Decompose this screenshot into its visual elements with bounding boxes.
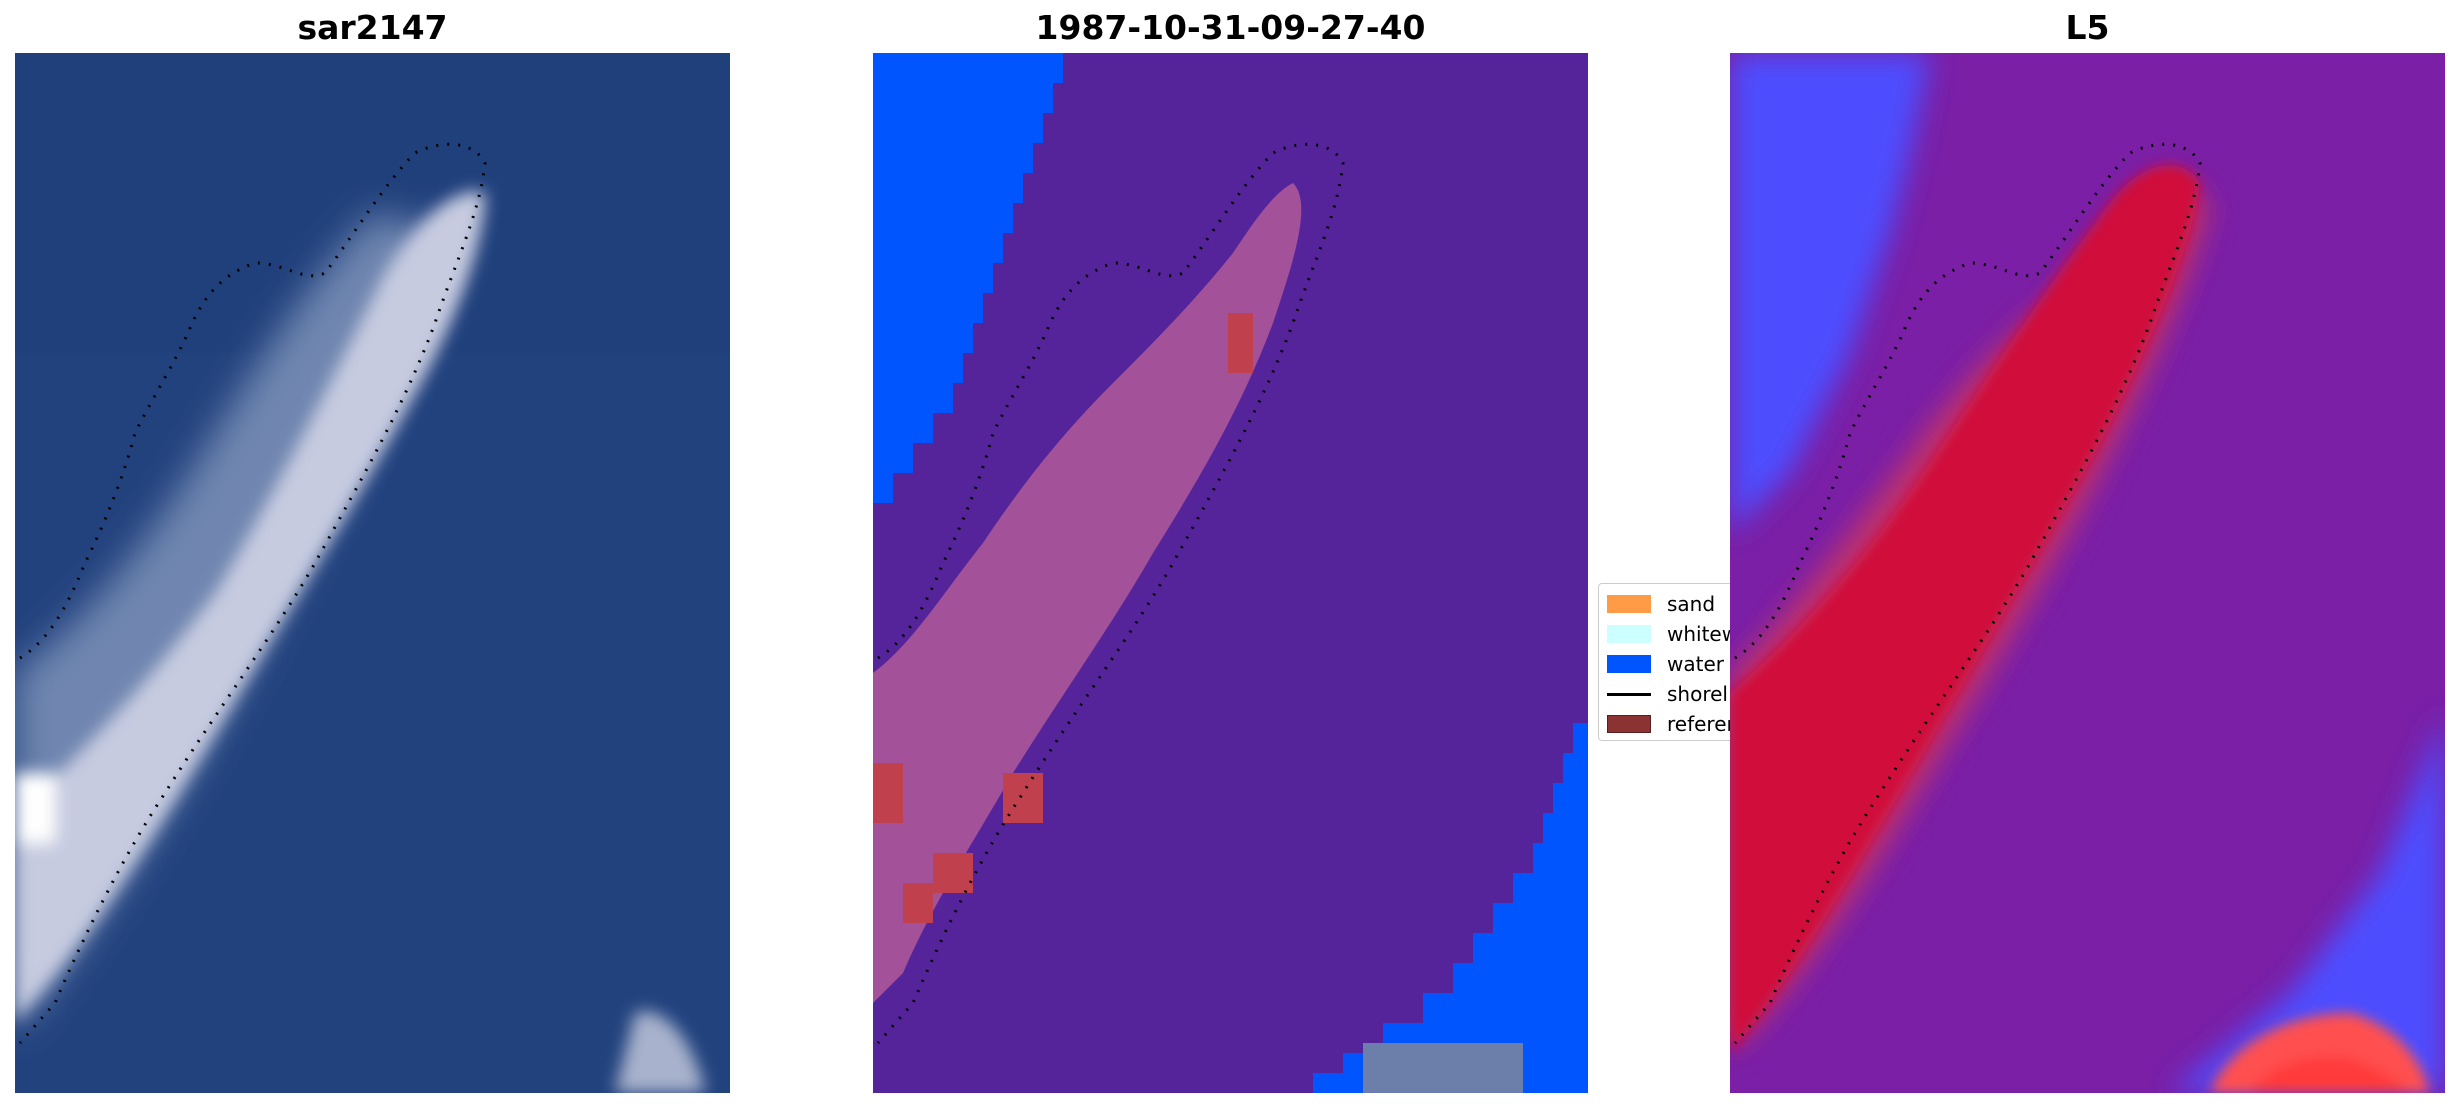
legend-swatch-sand bbox=[1607, 595, 1651, 613]
classified-image bbox=[873, 53, 1588, 1093]
rgb-image-panel bbox=[15, 53, 730, 1093]
index-image bbox=[1730, 53, 2445, 1093]
reference-shoreline-index bbox=[1733, 142, 2202, 1044]
water-region-top-left bbox=[873, 53, 1063, 503]
panel-title-classified: 1987-10-31-09-27-40 bbox=[1035, 8, 1426, 47]
legend-item-shoreline: shorel bbox=[1607, 680, 1728, 708]
reference-shoreline-classified bbox=[876, 142, 1345, 1044]
legend-label-shoreline: shorel bbox=[1667, 682, 1728, 706]
index-image-panel bbox=[1730, 53, 2445, 1093]
legend-swatch-whitewater bbox=[1607, 625, 1651, 643]
reference-patch-4 bbox=[933, 853, 973, 893]
legend-item-whitewater: whitew bbox=[1607, 620, 1738, 648]
legend-label-reference: referer bbox=[1667, 712, 1735, 736]
water-region-bottom-right bbox=[1313, 723, 1588, 1093]
panel-title-index: L5 bbox=[2065, 8, 2110, 47]
panel-title-rgb: sar2147 bbox=[297, 8, 448, 47]
legend-item-water: water bbox=[1607, 650, 1724, 678]
legend-swatch-reference bbox=[1607, 715, 1651, 733]
reference-patch-2 bbox=[873, 763, 903, 823]
sand-region bbox=[873, 183, 1302, 1003]
rgb-image bbox=[15, 53, 730, 1093]
legend-item-reference: referer bbox=[1607, 710, 1735, 738]
legend-label-whitewater: whitew bbox=[1667, 622, 1738, 646]
legend-swatch-water bbox=[1607, 655, 1651, 673]
reference-shoreline-rgb bbox=[18, 142, 487, 1044]
legend-label-sand: sand bbox=[1667, 592, 1716, 616]
legend-swatch-shoreline bbox=[1607, 692, 1651, 696]
classified-image-panel bbox=[873, 53, 1588, 1093]
legend: sand whitew water shorel referer bbox=[1598, 583, 1738, 741]
legend-label-water: water bbox=[1667, 652, 1724, 676]
reference-patch-1 bbox=[1228, 313, 1253, 373]
legend-item-sand: sand bbox=[1607, 590, 1715, 618]
reference-patch-5 bbox=[903, 883, 933, 923]
